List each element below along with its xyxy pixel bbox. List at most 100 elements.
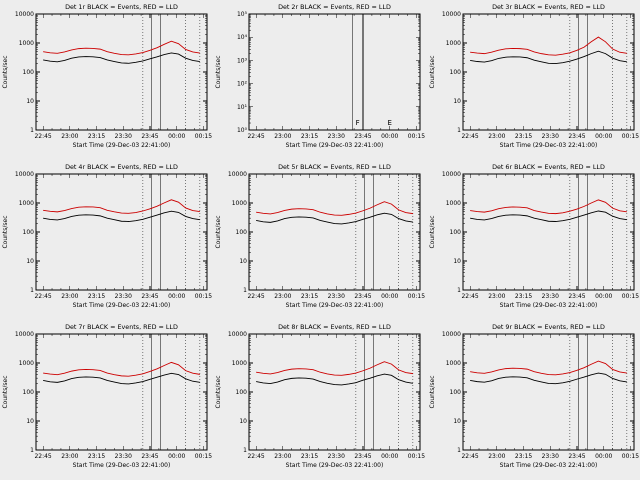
- series-events: [256, 212, 414, 225]
- y-tick-label: 1: [244, 287, 248, 294]
- x-axis-label: Start Time (29-Dec-03 22:41:00): [73, 462, 171, 469]
- plot-frame: [462, 13, 635, 131]
- y-tick-label: 10: [453, 418, 461, 425]
- y-tick-label: 10000: [228, 331, 247, 338]
- x-tick-label: 23:00: [275, 293, 292, 300]
- plot-svg: 22:45 23:00 23:15 23:30 23:45 00:00 00:15 1 10 10…: [215, 323, 425, 469]
- y-tick-label: 1000: [19, 200, 34, 207]
- x-tick-label: 22:45: [248, 453, 265, 460]
- x-tick-label: 00:00: [168, 293, 185, 300]
- x-tick-label: 00:15: [195, 453, 212, 460]
- y-tick-label: 10000: [15, 331, 34, 338]
- x-tick-label: 23:15: [88, 453, 105, 460]
- x-tick-label: 00:00: [595, 293, 612, 300]
- x-tick-label: 23:45: [355, 453, 372, 460]
- x-tick-label: 23:00: [61, 453, 78, 460]
- y-axis-label: Counts/sec: [2, 55, 9, 88]
- y-tick-label: 1: [244, 447, 248, 454]
- y-axis-label: Counts/sec: [215, 55, 222, 88]
- x-tick-label: 23:00: [275, 133, 292, 140]
- x-tick-label: 23:15: [515, 133, 532, 140]
- y-tick-label: 10: [453, 258, 461, 265]
- x-axis-label: Start Time (29-Dec-03 22:41:00): [499, 302, 597, 309]
- x-tick-label: 00:00: [595, 133, 612, 140]
- y-tick-label: 10000: [442, 331, 461, 338]
- y-tick-label: 100: [449, 69, 461, 76]
- plot-svg: 22:45 23:00 23:15 23:30 23:45 00:00 00:15 1 10 10…: [429, 323, 639, 469]
- x-axis-label: Start Time (29-Dec-03 22:41:00): [499, 462, 597, 469]
- plot-frame: [248, 333, 421, 451]
- plot-svg: 22:45 23:00 23:15 23:30 23:45 00:00 00:15 10⁰ 10…: [215, 3, 425, 149]
- series-lld: [256, 361, 414, 376]
- plot-frame: [462, 173, 635, 291]
- y-axis-label: Counts/sec: [215, 375, 222, 408]
- x-axis-label: Start Time (29-Dec-03 22:41:00): [499, 142, 597, 149]
- x-tick-label: 23:45: [141, 293, 158, 300]
- plot-title: Det 8r BLACK = Events, RED = LLD: [278, 323, 391, 331]
- x-tick-label: 23:45: [355, 133, 372, 140]
- plot-panel-det-2: 22:45 23:00 23:15 23:30 23:45 00:00 00:15 10⁰ 10…: [213, 0, 426, 160]
- series-lld: [469, 199, 627, 215]
- series-lld: [469, 360, 627, 376]
- series-events: [43, 210, 200, 222]
- y-axis-label: Counts/sec: [429, 55, 436, 88]
- x-tick-label: 23:45: [355, 293, 372, 300]
- y-tick-label: 1000: [445, 360, 460, 367]
- y-tick-label: 10: [26, 98, 34, 105]
- x-tick-label: 00:00: [168, 133, 185, 140]
- series-events: [43, 372, 200, 385]
- y-tick-label: 100: [236, 389, 248, 396]
- y-tick-label: 1: [30, 447, 34, 454]
- y-tick-label: 10⁴: [237, 34, 248, 41]
- x-tick-label: 23:00: [61, 293, 78, 300]
- y-tick-label: 100: [449, 389, 461, 396]
- series-events: [469, 372, 627, 385]
- plot-svg: 22:45 23:00 23:15 23:30 23:45 00:00 00:15 1 10 10…: [429, 3, 639, 149]
- plot-panel-det-9: 22:45 23:00 23:15 23:30 23:45 00:00 00:15 1 10 10…: [427, 320, 640, 480]
- x-tick-label: 22:45: [461, 293, 478, 300]
- y-tick-label: 10: [26, 418, 34, 425]
- x-tick-label: 23:30: [328, 453, 345, 460]
- y-tick-label: 10³: [237, 57, 248, 64]
- plot-panel-det-1: 22:45 23:00 23:15 23:30 23:45 00:00 00:15 1 10 10…: [0, 0, 213, 160]
- x-tick-label: 23:00: [488, 293, 505, 300]
- x-tick-label: 00:00: [168, 453, 185, 460]
- y-axis-label: Counts/sec: [215, 215, 222, 248]
- plot-svg: 22:45 23:00 23:15 23:30 23:45 00:00 00:15 1 10 10…: [2, 323, 212, 469]
- plot-svg: 22:45 23:00 23:15 23:30 23:45 00:00 00:15 1 10 10…: [2, 3, 212, 149]
- y-tick-label: 10000: [15, 11, 34, 18]
- y-tick-label: 100: [449, 229, 461, 236]
- plot-frame: [248, 13, 421, 131]
- x-tick-label: 00:00: [595, 453, 612, 460]
- series-lld: [469, 36, 627, 56]
- x-tick-label: 00:15: [408, 293, 425, 300]
- x-tick-label: 22:45: [248, 133, 265, 140]
- y-tick-label: 10: [26, 258, 34, 265]
- x-tick-label: 00:00: [381, 453, 398, 460]
- x-tick-label: 00:15: [621, 133, 638, 140]
- x-axis-label: Start Time (29-Dec-03 22:41:00): [286, 462, 384, 469]
- plot-frame: [462, 333, 635, 451]
- y-axis-label: Counts/sec: [2, 215, 9, 248]
- y-tick-label: 1: [457, 127, 461, 134]
- x-tick-label: 23:15: [88, 293, 105, 300]
- x-tick-label: 23:30: [541, 453, 558, 460]
- y-tick-label: 100: [23, 69, 35, 76]
- x-tick-label: 22:45: [34, 453, 51, 460]
- flag-annotation: E: [388, 119, 392, 127]
- x-tick-label: 22:45: [461, 133, 478, 140]
- plot-svg: 22:45 23:00 23:15 23:30 23:45 00:00 00:15 1 10 10…: [215, 163, 425, 309]
- x-axis-label: Start Time (29-Dec-03 22:41:00): [286, 302, 384, 309]
- y-tick-label: 100: [23, 389, 35, 396]
- y-tick-label: 10⁵: [237, 11, 248, 18]
- x-tick-label: 23:45: [568, 293, 585, 300]
- x-tick-label: 23:30: [328, 133, 345, 140]
- y-tick-label: 1000: [445, 200, 460, 207]
- plot-title: Det 5r BLACK = Events, RED = LLD: [278, 163, 391, 171]
- x-tick-label: 23:00: [61, 133, 78, 140]
- x-tick-label: 00:15: [621, 293, 638, 300]
- y-tick-label: 1000: [232, 360, 247, 367]
- series-lld: [43, 361, 200, 377]
- plot-panel-det-7: 22:45 23:00 23:15 23:30 23:45 00:00 00:15 1 10 10…: [0, 320, 213, 480]
